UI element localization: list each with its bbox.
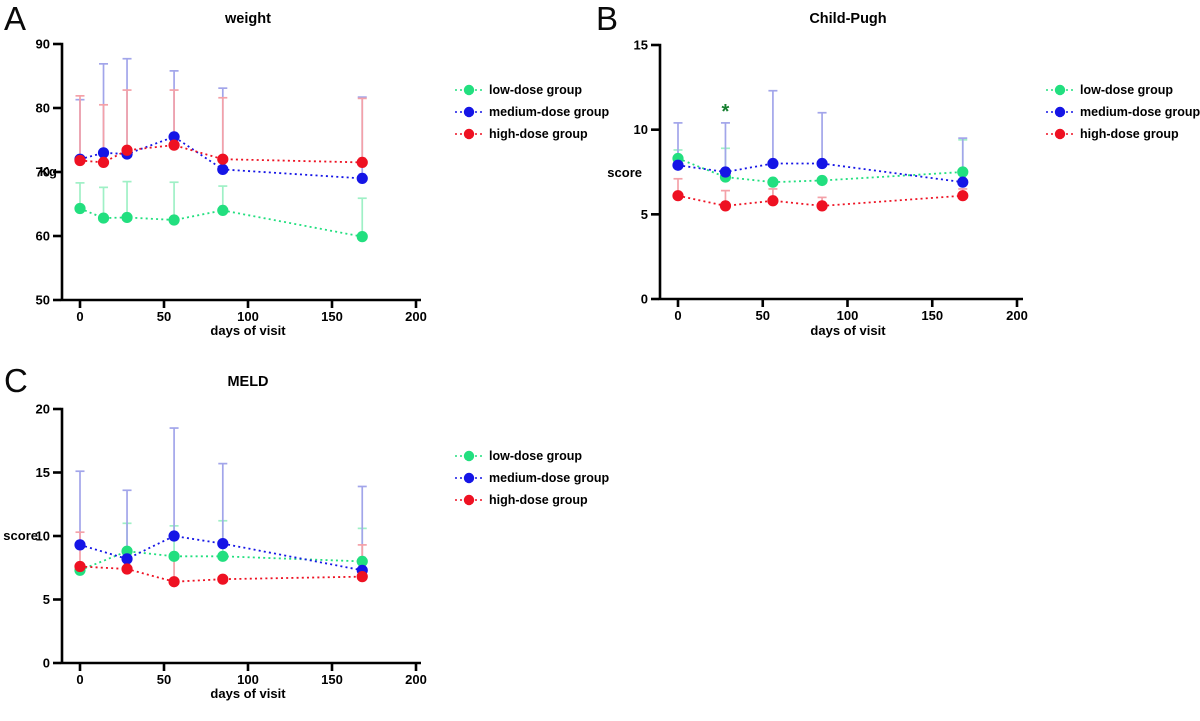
svg-text:15: 15: [634, 38, 648, 53]
y-axis-label-meld: score: [3, 528, 38, 543]
svg-text:150: 150: [321, 309, 343, 324]
svg-text:0: 0: [674, 308, 681, 323]
legend-item: high-dose group: [455, 489, 609, 511]
series-marker-icon: [1046, 128, 1074, 140]
legend-item-label: medium-dose group: [489, 105, 610, 119]
chart-title-child-pugh: Child-Pugh: [809, 11, 887, 27]
y-axis-label-child-pugh: score: [607, 165, 642, 180]
svg-text:90: 90: [36, 37, 50, 52]
svg-text:100: 100: [237, 672, 259, 687]
legend-item-label: high-dose group: [489, 127, 588, 141]
svg-text:0: 0: [43, 656, 50, 671]
panel-label-a: A: [4, 0, 27, 37]
svg-text:50: 50: [36, 293, 50, 308]
legend-item: low-dose group: [455, 79, 609, 101]
legend-weight: low-dose group medium-dose group high-dose…: [455, 79, 609, 145]
svg-text:5: 5: [641, 207, 648, 222]
x-axis-label-child-pugh: days of visit: [810, 323, 886, 338]
svg-text:20: 20: [36, 402, 50, 417]
legend-item: low-dose group: [1046, 79, 1200, 101]
chart-title-meld: MELD: [227, 374, 269, 390]
svg-text:200: 200: [1006, 308, 1028, 323]
series-marker-icon: [455, 84, 483, 96]
legend-item: medium-dose group: [1046, 101, 1200, 123]
series-marker-icon: [455, 472, 483, 484]
series-marker-icon: [455, 128, 483, 140]
svg-text:15: 15: [36, 465, 50, 480]
svg-text:80: 80: [36, 101, 50, 116]
svg-text:0: 0: [76, 672, 83, 687]
legend-item-label: low-dose group: [489, 449, 583, 463]
svg-text:100: 100: [237, 309, 259, 324]
legend-item-label: low-dose group: [489, 83, 583, 97]
svg-text:200: 200: [405, 672, 427, 687]
svg-text:0: 0: [641, 292, 648, 307]
legend-item-label: low-dose group: [1080, 83, 1174, 97]
y-axis-label-weight: Kg: [39, 164, 57, 179]
series-marker-icon: [1046, 84, 1074, 96]
svg-text:50: 50: [756, 308, 770, 323]
legend-item: medium-dose group: [455, 101, 609, 123]
panel-label-b: B: [596, 0, 619, 37]
svg-text:60: 60: [36, 229, 50, 244]
svg-text:50: 50: [157, 309, 171, 324]
legend-item: low-dose group: [455, 445, 609, 467]
series-marker-icon: [455, 450, 483, 462]
panel-label-c: C: [4, 362, 28, 399]
svg-text:50: 50: [157, 672, 171, 687]
chart-title-weight: weight: [225, 11, 271, 27]
legend-item-label: high-dose group: [489, 493, 588, 507]
svg-text:10: 10: [634, 122, 648, 137]
series-marker-icon: [1046, 106, 1074, 118]
x-axis-label-meld: days of visit: [210, 686, 286, 701]
svg-text:200: 200: [405, 309, 427, 324]
series-marker-icon: [455, 106, 483, 118]
x-axis-label-weight: days of visit: [210, 323, 286, 338]
legend-item-label: medium-dose group: [489, 471, 610, 485]
svg-text:150: 150: [321, 672, 343, 687]
svg-text:0: 0: [76, 309, 83, 324]
svg-text:10: 10: [36, 529, 50, 544]
weight-chart: 50 60 70 80 90 0 50 100 150 200: [36, 37, 427, 325]
legend-item-label: high-dose group: [1080, 127, 1179, 141]
svg-text:150: 150: [921, 308, 943, 323]
svg-text:70: 70: [36, 165, 50, 180]
legend-child-pugh: low-dose group medium-dose group high-dose…: [1046, 79, 1200, 145]
legend-meld: low-dose group medium-dose group high-dose…: [455, 445, 609, 511]
svg-text:100: 100: [837, 308, 859, 323]
legend-item: high-dose group: [1046, 123, 1200, 145]
legend-item: medium-dose group: [455, 467, 609, 489]
series-marker-icon: [455, 494, 483, 506]
svg-text:5: 5: [43, 592, 50, 607]
legend-item: high-dose group: [455, 123, 609, 145]
legend-item-label: medium-dose group: [1080, 105, 1200, 119]
significance-asterisk: *: [722, 101, 730, 123]
